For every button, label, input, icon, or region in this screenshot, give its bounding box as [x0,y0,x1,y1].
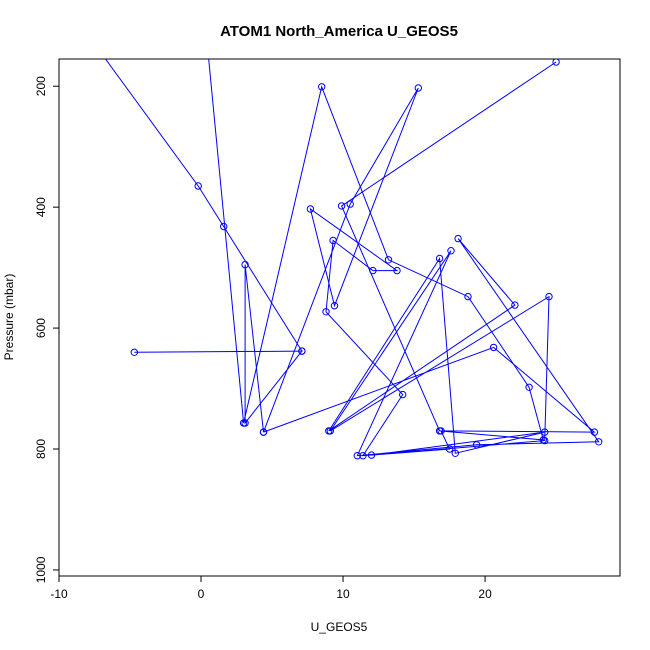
data-point [330,302,339,310]
y-tick-label: 1000 [34,556,48,583]
data-point [322,308,330,316]
data-point [590,428,599,436]
data-point [464,292,472,301]
data-point [552,59,560,66]
data-point [325,427,333,435]
data-point [359,452,367,460]
chart-title: ATOM1 North_America U_GEOS5 [220,23,458,40]
data-point [384,256,393,264]
x-tick-label: -10 [50,587,68,601]
data-point [539,436,547,444]
y-tick-label: 800 [34,439,48,459]
data-point [346,200,354,208]
data-point [239,419,248,427]
data-point [451,449,459,457]
y-tick-label: 200 [34,76,48,96]
data-point [447,247,455,255]
series-layer [104,59,603,460]
data-point [489,343,498,352]
series-line [104,59,600,457]
data-point [306,205,315,213]
data-point [194,182,202,190]
plot-frame [58,58,621,577]
x-axis: -10 0 10 20 [50,575,492,601]
y-tick-label: 600 [34,318,48,338]
data-point [393,266,401,275]
data-point [337,202,346,210]
data-point [130,348,139,356]
data-point [435,427,444,435]
data-point [435,254,444,263]
data-point [511,301,519,309]
x-tick-label: 20 [478,587,492,601]
y-axis: 200 400 600 800 1000 [34,76,60,583]
y-axis-label: Pressure (mbar) [2,274,16,361]
data-point [399,390,407,399]
data-point [367,451,376,459]
data-point [318,83,326,91]
data-point [241,260,249,269]
x-tick-label: 0 [198,587,205,601]
data-point [454,234,462,243]
series-line [208,59,557,441]
data-point [298,347,306,355]
data-point [525,383,533,391]
data-point [259,428,268,436]
data-point [329,236,337,245]
data-point [220,222,228,231]
data-point [472,441,481,449]
y-tick-label: 400 [34,197,48,217]
data-point [595,438,603,446]
x-axis-label: U_GEOS5 [311,620,368,634]
data-point [414,84,422,92]
data-point [445,445,454,453]
data-point [353,452,361,460]
data-point [545,292,553,301]
x-tick-label: 10 [336,587,350,601]
